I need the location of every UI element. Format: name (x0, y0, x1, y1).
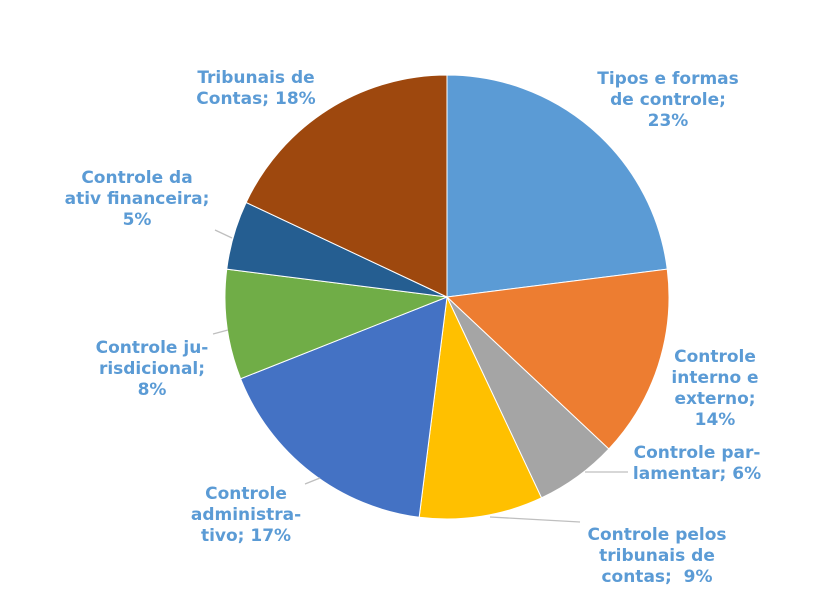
data-label-line: Controle (674, 347, 756, 367)
pie-slice-7 (245, 74, 448, 298)
data-label-line: 23% (648, 111, 689, 131)
data-label-line: contas; 9% (601, 567, 712, 587)
data-label-line: Controle ju- (96, 338, 209, 358)
leader-line-4 (304, 477, 321, 485)
data-label-0: Tipos e formas de controle; 23% (597, 69, 739, 131)
pie-slice-5 (224, 268, 448, 380)
data-label-line: Contas; 18% (196, 89, 315, 109)
data-label-line: Controle (205, 484, 287, 504)
data-labels: Tipos e formas de controle; 23%Controle int… (65, 68, 762, 587)
data-label-7: Tribunais de Contas; 18% (196, 68, 315, 109)
data-label-2: Controle par-lamentar; 6% (633, 443, 761, 484)
data-label-line: de controle; (610, 90, 726, 110)
data-label-line: Controle da (81, 168, 192, 188)
leader-line-5 (212, 329, 229, 335)
data-label-line: interno e (671, 368, 758, 388)
data-label-4: Controle administra-tivo; 17% (191, 484, 301, 546)
pie-slice-0 (446, 74, 668, 298)
data-label-line: tivo; 17% (201, 526, 291, 546)
data-label-6: Controle da ativ financeira; 5% (65, 168, 210, 230)
data-label-line: externo; (674, 389, 755, 409)
data-label-line: ativ financeira; (65, 189, 210, 209)
data-label-line: risdicional; (99, 359, 205, 379)
data-label-line: Controle par- (634, 443, 761, 463)
pie-slice-4 (239, 296, 448, 518)
leader-line-6 (214, 229, 233, 239)
leader-lines (212, 229, 628, 523)
data-label-5: Controle ju-risdicional; 8% (96, 338, 209, 400)
data-label-line: 5% (123, 210, 152, 230)
data-label-line: Controle pelos (587, 525, 726, 545)
data-label-1: Controle interno e externo; 14% (671, 347, 758, 430)
pie-slice-1 (445, 268, 670, 450)
leader-line-3 (489, 516, 581, 523)
pie-slice-3 (418, 295, 543, 520)
data-label-line: 8% (138, 380, 167, 400)
data-label-line: administra- (191, 505, 301, 525)
pie-slices (224, 74, 670, 520)
data-label-line: 14% (695, 410, 736, 430)
data-label-line: tribunais de (599, 546, 715, 566)
data-label-3: Controle pelos tribunais de contas; 9% (587, 525, 726, 587)
data-label-line: Tribunais de (197, 68, 314, 88)
data-label-line: lamentar; 6% (633, 464, 761, 484)
data-label-line: Tipos e formas (597, 69, 739, 89)
